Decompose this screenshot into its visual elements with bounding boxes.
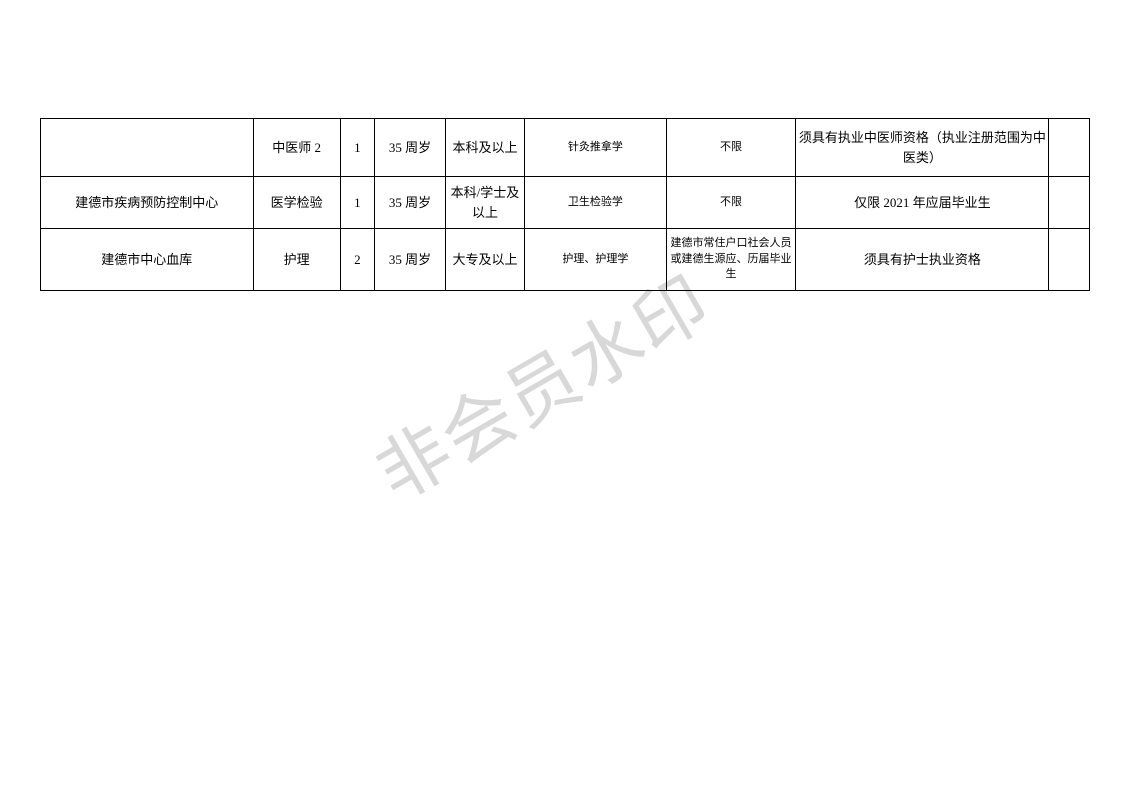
cell-organization: 建德市疾病预防控制中心	[41, 177, 254, 229]
cell-major: 针灸推拿学	[524, 119, 666, 177]
cell-degree: 本科及以上	[446, 119, 525, 177]
cell-scope: 不限	[666, 119, 796, 177]
cell-requirement: 须具有执业中医师资格（执业注册范围为中医类）	[796, 119, 1049, 177]
cell-requirement: 仅限 2021 年应届毕业生	[796, 177, 1049, 229]
table-row: 建德市疾病预防控制中心 医学检验 1 35 周岁 本科/学士及以上 卫生检验学 …	[41, 177, 1090, 229]
table-row: 建德市中心血库 护理 2 35 周岁 大专及以上 护理、护理学 建德市常住户口社…	[41, 229, 1090, 291]
cell-remark	[1049, 177, 1090, 229]
cell-remark	[1049, 229, 1090, 291]
cell-count: 1	[340, 177, 374, 229]
cell-position: 医学检验	[253, 177, 340, 229]
cell-age: 35 周岁	[375, 229, 446, 291]
data-table-container: 中医师 2 1 35 周岁 本科及以上 针灸推拿学 不限 须具有执业中医师资格（…	[40, 118, 1090, 291]
cell-remark	[1049, 119, 1090, 177]
cell-position: 护理	[253, 229, 340, 291]
cell-major: 护理、护理学	[524, 229, 666, 291]
cell-age: 35 周岁	[375, 177, 446, 229]
cell-count: 1	[340, 119, 374, 177]
cell-age: 35 周岁	[375, 119, 446, 177]
cell-count: 2	[340, 229, 374, 291]
cell-position: 中医师 2	[253, 119, 340, 177]
table-row: 中医师 2 1 35 周岁 本科及以上 针灸推拿学 不限 须具有执业中医师资格（…	[41, 119, 1090, 177]
cell-scope: 建德市常住户口社会人员或建德生源应、历届毕业生	[666, 229, 796, 291]
cell-degree: 大专及以上	[446, 229, 525, 291]
cell-organization	[41, 119, 254, 177]
cell-requirement: 须具有护士执业资格	[796, 229, 1049, 291]
recruitment-table: 中医师 2 1 35 周岁 本科及以上 针灸推拿学 不限 须具有执业中医师资格（…	[40, 118, 1090, 291]
cell-scope: 不限	[666, 177, 796, 229]
cell-major: 卫生检验学	[524, 177, 666, 229]
cell-organization: 建德市中心血库	[41, 229, 254, 291]
cell-degree: 本科/学士及以上	[446, 177, 525, 229]
